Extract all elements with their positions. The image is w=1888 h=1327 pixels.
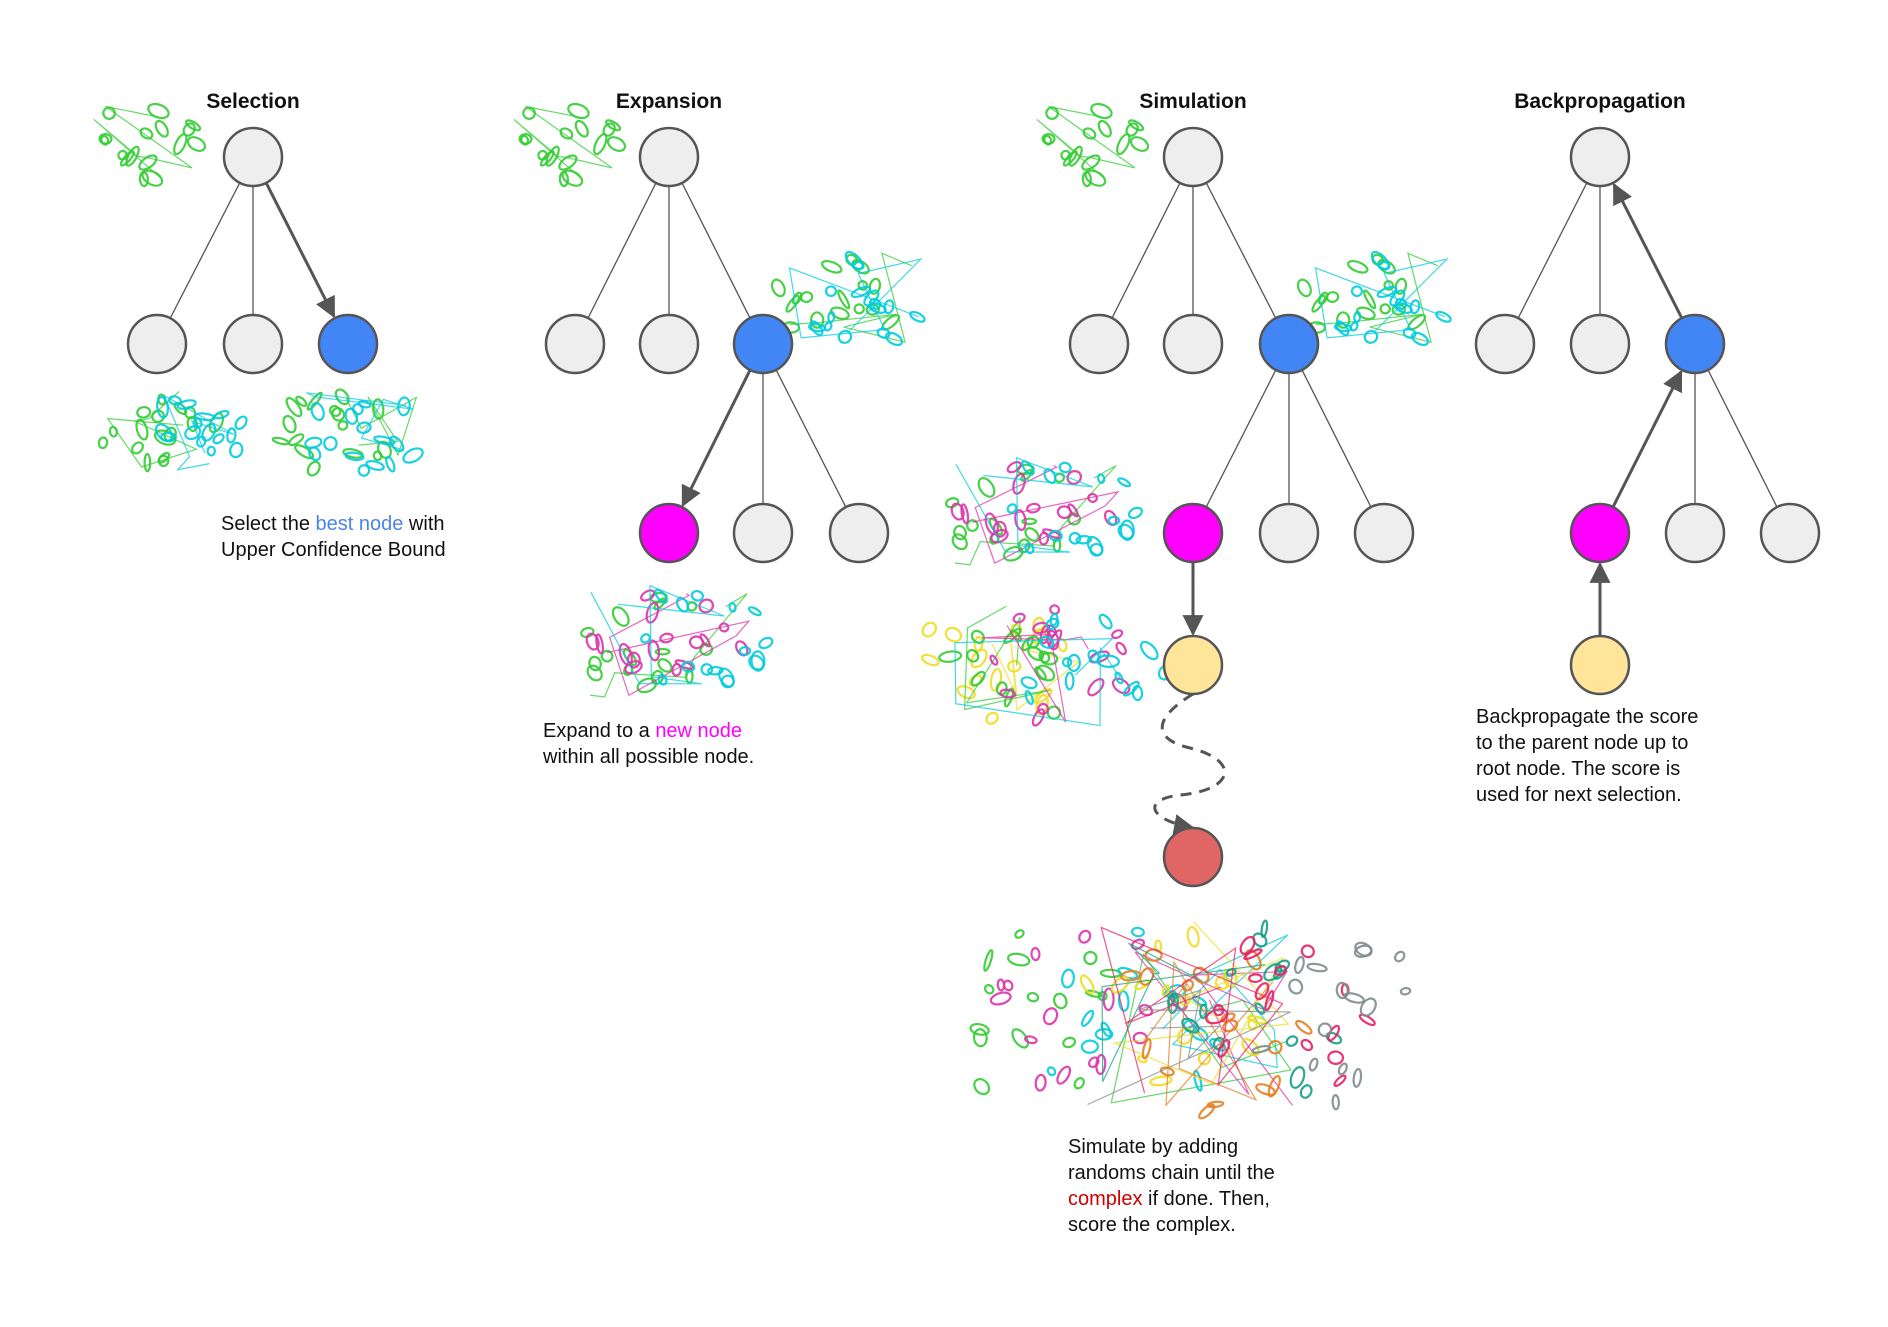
simulation-new-node bbox=[1162, 502, 1224, 564]
selection-candidate-structure-2 bbox=[271, 388, 424, 477]
expansion-child-node-2 bbox=[638, 313, 700, 375]
backprop-edge-selected-to-root bbox=[1612, 182, 1684, 319]
backpropagation-caption-line2: to the parent node up to bbox=[1476, 732, 1689, 754]
simulation-random-rollout-path bbox=[1153, 692, 1226, 835]
expansion-grandchild-node-2 bbox=[732, 502, 794, 564]
selection-edge-root-selected bbox=[264, 182, 336, 319]
simulation-complex-structure bbox=[969, 919, 1412, 1120]
simulation-caption-line1: Simulate by adding bbox=[1068, 1136, 1239, 1158]
simulation-edge-root-selected bbox=[1205, 182, 1277, 319]
expansion-selected-node bbox=[732, 313, 794, 375]
simulation-rollout-node bbox=[1162, 634, 1224, 696]
simulation-child-node-1 bbox=[1068, 313, 1130, 375]
simulation-caption: Simulate by adding randoms chain until t… bbox=[1068, 1134, 1275, 1238]
expansion-child-node-1 bbox=[544, 313, 606, 375]
expansion-new-node bbox=[638, 502, 700, 564]
backpropagation-caption-line1: Backpropagate the score bbox=[1476, 706, 1699, 728]
backpropagation-caption-line4: used for next selection. bbox=[1476, 784, 1682, 806]
backprop-new-node bbox=[1569, 502, 1631, 564]
complex-highlight: complex bbox=[1068, 1188, 1143, 1210]
simulation-caption-line2: randoms chain until the bbox=[1068, 1162, 1275, 1184]
selection-child-node-1 bbox=[126, 313, 188, 375]
expansion-caption: Expand to a new node within all possible… bbox=[543, 718, 754, 770]
backpropagation-caption-line3: root node. The score is bbox=[1476, 758, 1681, 780]
expansion-edge-root-selected bbox=[681, 182, 751, 319]
backprop-grandchild-node-2 bbox=[1664, 502, 1726, 564]
best-node-highlight: best node bbox=[315, 513, 404, 535]
expansion-caption-text-a: Expand to a bbox=[543, 720, 656, 742]
simulation-edge-selected-new bbox=[1205, 369, 1277, 508]
backprop-rollout-node bbox=[1569, 634, 1631, 696]
backprop-root-node bbox=[1569, 126, 1631, 188]
selection-root-structure bbox=[93, 102, 207, 188]
backprop-edge-selected-child-3 bbox=[1707, 369, 1778, 508]
expansion-title: Expansion bbox=[615, 90, 723, 113]
selection-candidate-structure-1 bbox=[97, 391, 248, 473]
selection-caption-text-b: with bbox=[403, 513, 445, 535]
edges-layer bbox=[169, 182, 1778, 835]
simulation-root-node bbox=[1162, 126, 1224, 188]
backpropagation-title: Backpropagation bbox=[1514, 90, 1686, 113]
backpropagation-caption: Backpropagate the score to the parent no… bbox=[1476, 704, 1698, 808]
expansion-grandchild-node-3 bbox=[828, 502, 890, 564]
backprop-grandchild-node-3 bbox=[1759, 502, 1821, 564]
backprop-selected-node bbox=[1664, 313, 1726, 375]
selection-edge-root-child-1 bbox=[169, 182, 241, 319]
expansion-caption-line2: within all possible node. bbox=[543, 746, 755, 768]
selection-root-node bbox=[222, 126, 284, 188]
expansion-root-node bbox=[638, 126, 700, 188]
backprop-edge-root-child-1 bbox=[1517, 182, 1588, 319]
proteins-layer bbox=[93, 102, 1452, 1120]
simulation-edge-selected-child-3 bbox=[1301, 369, 1372, 508]
expansion-new-structure bbox=[580, 584, 774, 698]
simulation-root-structure bbox=[1036, 102, 1150, 188]
simulation-rollout-structure bbox=[920, 604, 1173, 727]
simulation-child-node-2 bbox=[1162, 313, 1224, 375]
simulation-selected-structure bbox=[1296, 250, 1452, 347]
simulation-terminal-node bbox=[1162, 826, 1224, 888]
simulation-new-structure bbox=[944, 456, 1143, 566]
simulation-grandchild-node-3 bbox=[1353, 502, 1415, 564]
simulation-selected-node bbox=[1258, 313, 1320, 375]
simulation-caption-line3: complex if done. Then, bbox=[1068, 1186, 1275, 1212]
new-node-highlight: new node bbox=[655, 720, 743, 742]
expansion-selected-structure bbox=[770, 250, 926, 347]
selection-caption-text-a: Select the bbox=[221, 513, 316, 535]
selection-selected-node bbox=[317, 313, 379, 375]
simulation-grandchild-node-2 bbox=[1258, 502, 1320, 564]
selection-child-node-2 bbox=[222, 313, 284, 375]
simulation-edge-root-child-1 bbox=[1111, 182, 1181, 319]
backprop-edge-new-to-selected bbox=[1611, 369, 1683, 508]
expansion-edge-root-child-1 bbox=[587, 182, 657, 319]
simulation-caption-line4: score the complex. bbox=[1068, 1214, 1236, 1236]
expansion-edge-selected-new bbox=[681, 369, 752, 508]
expansion-caption-line1: Expand to a new node bbox=[543, 718, 754, 744]
nodes-layer bbox=[126, 126, 1821, 888]
selection-caption-line2: Upper Confidence Bound bbox=[221, 539, 446, 561]
selection-caption: Select the best node with Upper Confiden… bbox=[221, 511, 446, 563]
simulation-title: Simulation bbox=[1139, 90, 1247, 113]
selection-caption-line1: Select the best node with bbox=[221, 511, 446, 537]
expansion-root-structure bbox=[513, 102, 627, 188]
backprop-child-node-1 bbox=[1474, 313, 1536, 375]
selection-title: Selection bbox=[206, 90, 300, 113]
expansion-edge-selected-child-3 bbox=[775, 369, 847, 508]
simulation-caption-text-b: if done. Then, bbox=[1142, 1188, 1270, 1210]
backprop-child-node-2 bbox=[1569, 313, 1631, 375]
